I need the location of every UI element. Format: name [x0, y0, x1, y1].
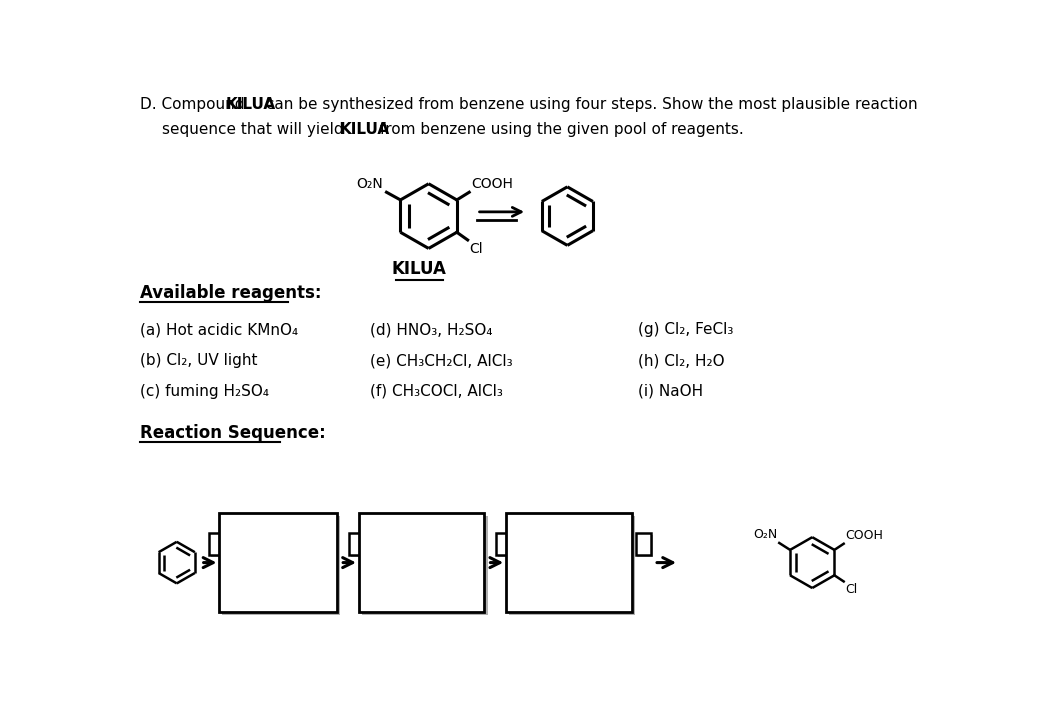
Text: D. Compound: D. Compound [141, 97, 250, 111]
Text: COOH: COOH [472, 177, 514, 191]
Text: (g) Cl₂, FeCl₃: (g) Cl₂, FeCl₃ [638, 322, 734, 337]
Text: (f) CH₃COCl, AlCl₃: (f) CH₃COCl, AlCl₃ [371, 384, 503, 399]
Bar [220, 513, 338, 612]
Bar [498, 535, 514, 557]
Bar [506, 513, 631, 612]
Text: Cl: Cl [845, 583, 858, 596]
Text: Cl: Cl [469, 242, 482, 256]
Bar [209, 533, 225, 555]
Text: can be synthesized from benzene using four steps. Show the most plausible reacti: can be synthesized from benzene using fo… [262, 97, 918, 111]
Text: from benzene using the given pool of reagents.: from benzene using the given pool of rea… [375, 122, 744, 137]
Text: (d) HNO₃, H₂SO₄: (d) HNO₃, H₂SO₄ [371, 322, 493, 337]
Bar [351, 535, 366, 557]
Text: Available reagents:: Available reagents: [141, 284, 322, 302]
Bar [212, 535, 227, 557]
Text: Reaction Sequence:: Reaction Sequence: [141, 424, 326, 442]
Text: KILUA: KILUA [392, 260, 447, 278]
Text: O₂N: O₂N [753, 528, 777, 542]
Bar [510, 516, 635, 615]
Bar [496, 533, 512, 555]
Bar [638, 535, 653, 557]
Text: sequence that will yield: sequence that will yield [162, 122, 348, 137]
Bar [349, 533, 365, 555]
Text: KILUA: KILUA [340, 122, 390, 137]
Text: (a) Hot acidic KMnO₄: (a) Hot acidic KMnO₄ [141, 322, 298, 337]
Bar [358, 513, 485, 612]
Text: COOH: COOH [845, 529, 884, 542]
Text: (e) CH₃CH₂Cl, AlCl₃: (e) CH₃CH₂Cl, AlCl₃ [371, 353, 513, 368]
Text: (h) Cl₂, H₂O: (h) Cl₂, H₂O [638, 353, 724, 368]
Text: KILUA: KILUA [225, 97, 276, 111]
Text: (i) NaOH: (i) NaOH [638, 384, 703, 399]
Text: (b) Cl₂, UV light: (b) Cl₂, UV light [141, 353, 257, 368]
Bar [223, 516, 341, 615]
Bar [362, 516, 488, 615]
Text: O₂N: O₂N [356, 177, 383, 191]
Bar [636, 533, 651, 555]
Text: (c) fuming H₂SO₄: (c) fuming H₂SO₄ [141, 384, 269, 399]
